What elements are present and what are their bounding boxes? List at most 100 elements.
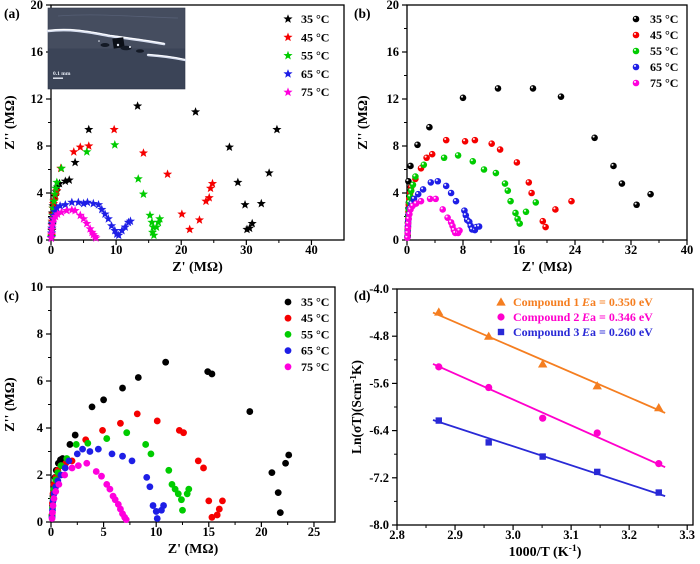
inset-scale-label: 0.1 mm: [53, 71, 71, 77]
data-point: [272, 124, 282, 134]
data-point: [426, 195, 434, 203]
data-point: [594, 468, 601, 476]
data-point: [618, 180, 626, 187]
data-point: [97, 204, 107, 214]
data-point: [153, 515, 161, 522]
data-point: [417, 197, 425, 205]
data-point: [205, 183, 216, 193]
legend-label-compound-3: Compound 3: [513, 325, 579, 339]
data-point: [539, 414, 547, 422]
data-point: [60, 199, 70, 209]
inset-dark-block: [112, 37, 125, 49]
data-point: [65, 457, 73, 465]
data-point: [610, 162, 617, 170]
data-point: [75, 142, 85, 152]
data-point: [78, 198, 89, 208]
data-point: [110, 225, 120, 235]
data-point: [282, 459, 289, 467]
data-point: [49, 210, 59, 220]
data-point: [242, 224, 252, 234]
y-axis-title: Z'' (MΩ): [3, 95, 18, 150]
data-point: [447, 189, 455, 197]
data-point: [420, 161, 428, 169]
data-point: [64, 175, 74, 184]
x-tick-label: 20: [255, 525, 268, 539]
data-point: [471, 136, 479, 144]
panel-b-svg: 0 8 16 24 32 40 0 4 8 12 16 20 Z' (MΩ) Z'' (MΩ) 35 °C 4…: [354, 0, 694, 275]
x-axis-title: 1000/T (K-1): [509, 543, 582, 560]
data-point: [85, 224, 95, 233]
panel-b-nyquist-chart: 0 8 16 24 32 40 0 4 8 12 16 20 Z' (MΩ) Z'' (MΩ) 35 °C 4…: [350, 0, 700, 282]
legend-marker-compound-1: [496, 297, 506, 306]
plot-box: [406, 4, 688, 241]
legend-label-45-c: 45 °C: [301, 30, 329, 44]
y-axis-title: Z'' (MΩ): [356, 95, 371, 150]
legend-ea-compound-2: Ea = 0.346 eV: [581, 310, 653, 324]
data-point: [432, 195, 439, 203]
data-point: [79, 445, 86, 453]
data-point: [414, 190, 422, 198]
data-point: [405, 177, 412, 185]
legend: 35 °C 45 °C 55 °C 65 °C 75 °C: [632, 12, 678, 90]
legend-marker-45-c: [284, 314, 292, 322]
data-point: [106, 485, 114, 493]
data-point: [552, 206, 559, 213]
data-point: [285, 451, 293, 459]
axes: 2.8 2.9 3.0 3.1 3.2 3.3 -8.0 -7.2 -6.4 -5.6 -4.8 -4…: [369, 282, 695, 542]
data-point: [162, 169, 173, 179]
data-point: [47, 221, 57, 230]
y-tick-label: 10: [31, 282, 44, 294]
data-point: [557, 93, 565, 100]
data-point: [84, 141, 94, 150]
y-tick-label: 4: [37, 421, 44, 435]
data-point: [412, 200, 420, 207]
data-point: [46, 233, 56, 243]
fit-line-compound-1: [432, 311, 666, 414]
x-tick-label: 30: [240, 243, 253, 257]
y-tick-label: 8: [37, 139, 43, 153]
data-point: [488, 140, 495, 147]
y-tick-label: 12: [31, 92, 44, 106]
panel-d-arrhenius-chart: 2.8 2.9 3.0 3.1 3.2 3.3 -8.0 -7.2 -6.4 -5.6 -4.8 -4…: [350, 282, 700, 564]
data-point: [68, 464, 76, 472]
data-point: [146, 483, 154, 491]
data-point: [532, 199, 540, 206]
legend-marker-55-c: [283, 50, 293, 60]
legend-label-75-c: 75 °C: [301, 360, 329, 374]
data-point: [69, 147, 79, 156]
data-point: [52, 203, 62, 213]
x-tick-label: 40: [681, 243, 694, 257]
microscope-inset-image: 0.1 mm: [46, 7, 187, 90]
x-tick-label: 15: [203, 525, 216, 539]
data-point: [119, 452, 126, 460]
data-point: [516, 220, 523, 227]
x-tick-label: 3.1: [563, 528, 579, 542]
y-tick-label: 4: [393, 186, 400, 200]
data-point: [93, 199, 104, 209]
x-tick-label: 2.8: [389, 528, 405, 542]
panel-c-nyquist-chart: 0 5 10 15 20 25 0 2 4 6 8 10 Z' (MΩ) Z'' (MΩ) 35 °C 45 …: [0, 282, 350, 564]
data-point: [654, 402, 664, 412]
data-point: [119, 384, 126, 392]
data-point: [50, 495, 58, 502]
fit-line-compound-2: [432, 363, 666, 469]
series-compound-3-points: [435, 417, 662, 496]
y-tick-label: 8: [393, 139, 399, 153]
panel-a-svg: 0 10 20 30 40 0 4 8 12 16 20 Z' (MΩ) Z'' (MΩ) 35 °C 45…: [3, 0, 345, 275]
axes: 0 8 16 24 32 40 0 4 8 12 16 20: [387, 0, 694, 257]
data-point: [633, 201, 640, 209]
data-point: [70, 157, 80, 167]
data-point: [82, 197, 93, 207]
data-point: [419, 186, 427, 193]
legend-label-75-c: 75 °C: [650, 76, 678, 90]
data-point: [91, 233, 101, 242]
data-point: [205, 497, 213, 505]
data-point: [454, 152, 462, 159]
y-tick-label: 2: [37, 468, 43, 482]
data-point: [647, 190, 654, 198]
data-point: [82, 147, 92, 156]
data-point: [492, 169, 500, 177]
data-point: [442, 182, 450, 190]
